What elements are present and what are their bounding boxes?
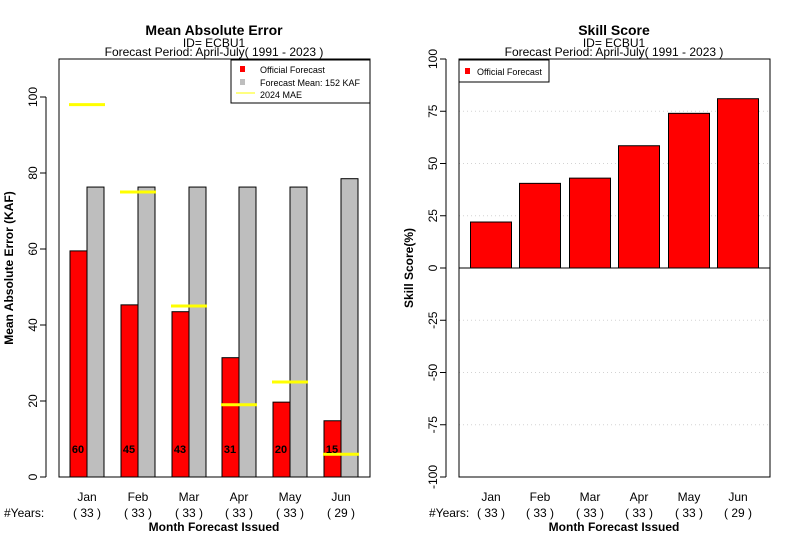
mae-subtitle-id: ID= ECBU1	[183, 36, 246, 50]
skill-title: Skill Score	[578, 22, 650, 38]
mae-subtitle-period: Forecast Period: April-July( 1991 - 2023…	[105, 45, 324, 59]
mae-y-tick-label: 20	[26, 394, 40, 408]
mae-y-tick-label: 100	[26, 87, 40, 107]
mae-years-prefix: #Years:	[4, 506, 44, 520]
skill-y-tick-label: 75	[426, 104, 440, 118]
skill-subtitle-period: Forecast Period: April-July( 1991 - 2023…	[505, 45, 724, 59]
mae-y-axis: 0 20 40 60 80 100	[26, 87, 47, 480]
skill-x-tick-label-jun: Jun	[728, 490, 747, 504]
mae-2024-lines	[69, 103, 359, 456]
mae-y-tick-label: 80	[26, 166, 40, 180]
mae-y-tick-label: 60	[26, 242, 40, 256]
mae-x-tick-label-jan: Jan	[77, 490, 96, 504]
mae-x-tick-label-apr: Apr	[230, 490, 249, 504]
skill-years-prefix: #Years:	[429, 506, 469, 520]
mae-legend-2024-label: 2024 MAE	[260, 90, 302, 100]
skill-legend: Official Forecast	[458, 59, 550, 83]
skill-x-axis-label: Month Forecast Issued	[549, 520, 680, 534]
skill-y-axis: -100 -75 -50 -25 0 25 50 75 100	[426, 49, 447, 489]
mae-bar-mean-may	[289, 186, 308, 478]
skill-bar-mar	[569, 177, 611, 269]
skill-subtitle-id: ID= ECBU1	[583, 36, 646, 50]
skill-y-tick-label: 50	[426, 157, 440, 171]
mae-bars	[69, 178, 359, 478]
mae-bar-label-jun: 15	[326, 444, 338, 456]
mae-bar-label-apr: 31	[224, 444, 236, 456]
mae-bar-label-mar: 43	[174, 444, 186, 456]
skill-y-tick-label: -75	[426, 416, 440, 434]
mae-bar-mean-apr	[238, 186, 257, 478]
mae-chart: Mean Absolute Error ID= ECBU1 Forecast P…	[2, 22, 371, 534]
mae-title: Mean Absolute Error	[145, 22, 283, 38]
mae-legend-box	[230, 59, 371, 104]
mae-x-tick-label-feb: Feb	[128, 490, 149, 504]
skill-x-tick-label-mar: Mar	[580, 490, 601, 504]
mae-x-tick-label-jun: Jun	[331, 490, 350, 504]
mae-y-tick-label: 40	[26, 318, 40, 332]
skill-legend-box	[458, 59, 550, 83]
mae-x-axis-label: Month Forecast Issued	[149, 520, 280, 534]
skill-bar-jan	[470, 221, 512, 269]
mae-bar-label-jan: 60	[72, 444, 84, 456]
skill-y-tick-label: 25	[426, 209, 440, 223]
mae-bar-mean-feb	[137, 186, 156, 478]
skill-years-count-feb: ( 33 )	[526, 506, 554, 520]
mae-years-count-may: ( 33 )	[276, 506, 304, 520]
mae-x-tick-label-may: May	[279, 490, 302, 504]
skill-y-tick-label: -25	[426, 311, 440, 329]
skill-years-count-apr: ( 33 )	[625, 506, 653, 520]
mae-years-count-jan: ( 33 )	[73, 506, 101, 520]
mae-bar-mean-mar	[188, 186, 207, 478]
skill-bar-feb	[519, 182, 561, 269]
mae-bar-labels: 60 45 43 31 20 15	[72, 444, 338, 456]
mae-bar-official-may	[272, 401, 291, 478]
skill-y-tick-label: 100	[426, 49, 440, 69]
skill-legend-official-label: Official Forecast	[477, 67, 542, 77]
mae-y-axis-label: Mean Absolute Error (KAF)	[2, 191, 16, 345]
skill-bar-apr	[618, 145, 660, 269]
mae-legend-swatch-mean	[240, 79, 245, 85]
skill-y-axis-label: Skill Score(%)	[402, 228, 416, 308]
mae-years-count-mar: ( 33 )	[175, 506, 203, 520]
mae-years-count-feb: ( 33 )	[124, 506, 152, 520]
mae-x-tick-label-mar: Mar	[179, 490, 200, 504]
mae-years-count-apr: ( 33 )	[225, 506, 253, 520]
skill-y-tick-label: 0	[426, 264, 440, 271]
skill-years-count-jan: ( 33 )	[477, 506, 505, 520]
mae-plot-frame	[58, 58, 371, 478]
skill-x-axis: Jan ( 33 ) Feb ( 33 ) Mar ( 33 ) Apr ( 33 ) May (…	[477, 490, 752, 520]
mae-y-tick-label: 0	[26, 473, 40, 480]
mae-bar-label-may: 20	[275, 444, 287, 456]
skill-years-count-jun: ( 29 )	[724, 506, 752, 520]
mae-legend-mean-label: Forecast Mean: 152 KAF	[260, 78, 361, 88]
mae-legend-official-label: Official Forecast	[260, 65, 325, 75]
skill-bar-jun	[717, 98, 759, 269]
skill-chart: Skill Score ID= ECBU1 Forecast Period: A…	[402, 22, 771, 534]
mae-x-axis: Jan ( 33 ) Feb ( 33 ) Mar ( 33 ) Apr ( 33 ) May (…	[73, 490, 355, 520]
skill-plot-frame	[458, 58, 771, 478]
mae-bar-mean-jun	[340, 178, 359, 478]
skill-y-tick-label: -50	[426, 364, 440, 382]
skill-x-tick-label-apr: Apr	[630, 490, 649, 504]
skill-legend-swatch-official	[465, 68, 470, 74]
skill-y-tick-label: -100	[426, 465, 440, 489]
mae-legend-swatch-official	[240, 66, 245, 72]
skill-x-tick-label-jan: Jan	[481, 490, 500, 504]
mae-legend: Official Forecast Forecast Mean: 152 KAF…	[230, 59, 371, 104]
skill-years-count-mar: ( 33 )	[576, 506, 604, 520]
mae-bar-mean-jan	[86, 186, 105, 478]
skill-bars	[470, 98, 759, 269]
skill-years-count-may: ( 33 )	[675, 506, 703, 520]
skill-x-tick-label-feb: Feb	[530, 490, 551, 504]
mae-bar-official-apr	[221, 357, 240, 478]
skill-bar-may	[668, 112, 710, 269]
skill-x-tick-label-may: May	[678, 490, 701, 504]
mae-years-count-jun: ( 29 )	[327, 506, 355, 520]
mae-bar-label-feb: 45	[123, 444, 135, 456]
